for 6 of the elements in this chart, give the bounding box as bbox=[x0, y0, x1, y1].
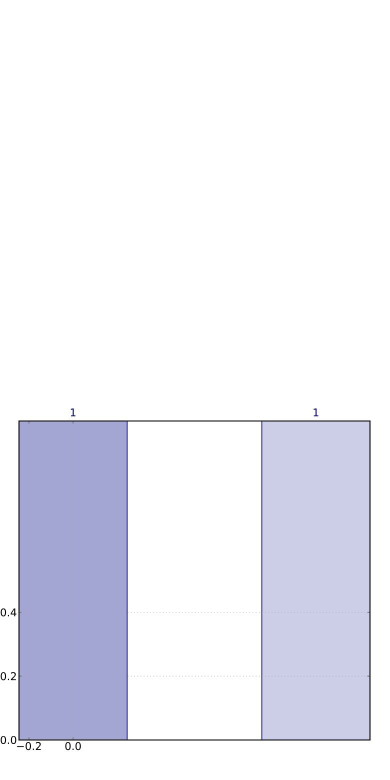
y-tick-label: 0.0 bbox=[0, 736, 16, 744]
data-label: 1 bbox=[314, 408, 318, 416]
data-label: 1 bbox=[70, 408, 76, 416]
x-tick-label: −0.2 bbox=[17, 742, 41, 750]
y-tick-label: 0.4 bbox=[0, 608, 16, 616]
y-tick-label: 0.2 bbox=[0, 672, 16, 680]
